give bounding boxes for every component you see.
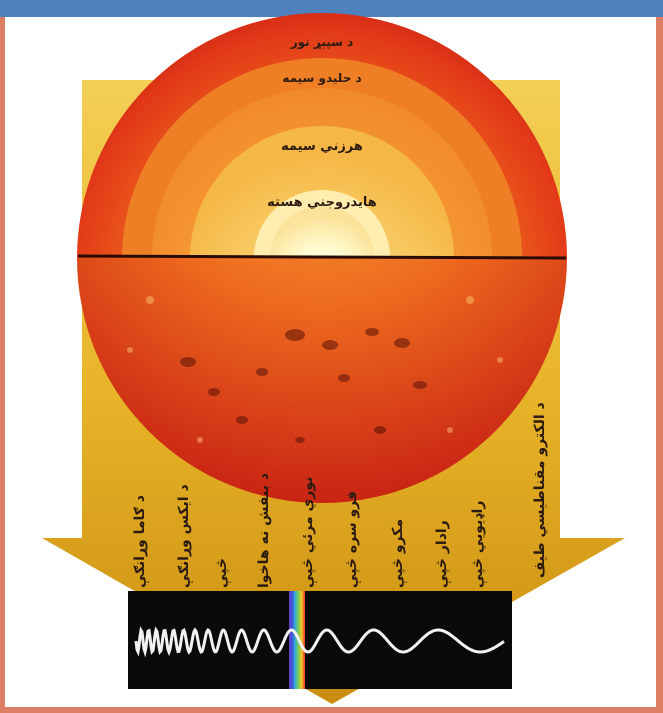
spectrum-title: د الکترو مقناطیسي طیف xyxy=(532,402,548,578)
label-radiative: هرزني سیمه xyxy=(281,139,363,154)
spectrum-item-visible: نوري مرئي څپې xyxy=(300,477,318,588)
spectrum-item-ultraviolet-waves: څپې xyxy=(214,558,232,588)
wave-line xyxy=(134,626,505,658)
equator-line xyxy=(77,254,567,260)
sun-surface xyxy=(77,258,567,503)
spectrum-item-radio: راډیويي څپې xyxy=(470,501,488,588)
spectrum-item-ultraviolet: د بنفش نه هاخوا xyxy=(256,473,272,588)
sun-upper-half xyxy=(77,13,567,258)
header-bar xyxy=(0,0,663,17)
sun-lower-half xyxy=(77,258,567,503)
label-core: هایدروجني هسته xyxy=(267,195,377,210)
spectrum-item-radar: رادار څپې xyxy=(434,520,452,588)
spectrum-item-infrared: فرو سره څپې xyxy=(344,491,362,588)
hydrogen-core xyxy=(270,206,374,258)
label-photosphere: د سپېړ نور xyxy=(290,35,354,50)
spectrum-item-microwave: مکرو څپې xyxy=(390,519,408,588)
bottom-border xyxy=(0,707,663,713)
sunspots xyxy=(180,328,427,443)
spectrum-item-gamma: د ګاما وړانګې xyxy=(132,495,150,588)
left-border xyxy=(0,17,5,713)
right-border xyxy=(656,17,663,713)
visible-light-band xyxy=(289,591,305,689)
spectrum-item-xray: د ایکس وړانګې xyxy=(176,484,194,588)
label-convective: د حلیدو سیمه xyxy=(282,71,361,86)
